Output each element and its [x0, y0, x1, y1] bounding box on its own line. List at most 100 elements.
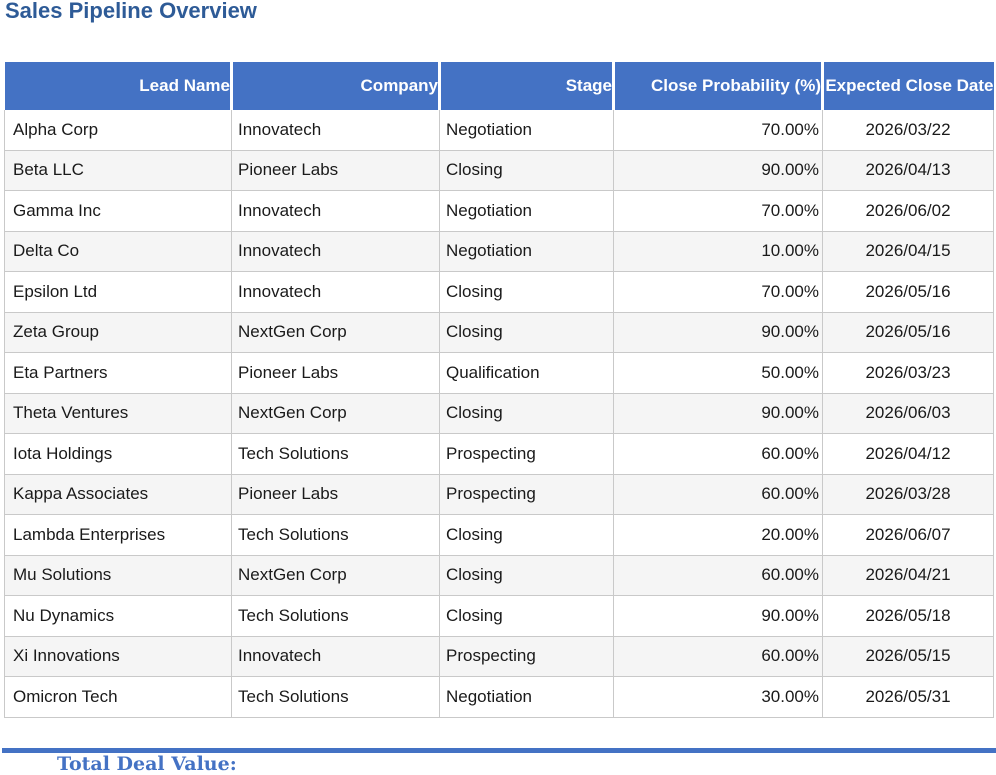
cell-close-probability: 20.00%: [613, 514, 823, 556]
cell-lead-name: Epsilon Ltd: [4, 271, 232, 313]
cell-close-probability: 90.00%: [613, 392, 823, 434]
cell-stage: Prospecting: [439, 473, 614, 515]
cell-expected-close-date: 2026/04/12: [822, 433, 994, 475]
table-row: Theta Ventures NextGen Corp Closing 90.0…: [4, 392, 994, 434]
cell-company: Tech Solutions: [231, 433, 440, 475]
cell-expected-close-date: 2026/05/15: [822, 635, 994, 677]
table-body: Alpha Corp Innovatech Negotiation 70.00%…: [4, 110, 994, 718]
cell-expected-close-date: 2026/06/07: [822, 514, 994, 556]
cell-close-probability: 10.00%: [613, 230, 823, 272]
cell-expected-close-date: 2026/04/13: [822, 149, 994, 191]
cell-close-probability: 90.00%: [613, 149, 823, 191]
cell-close-probability: 70.00%: [613, 110, 823, 151]
cell-company: Innovatech: [231, 110, 440, 151]
cell-close-probability: 70.00%: [613, 190, 823, 232]
cell-lead-name: Omicron Tech: [4, 676, 232, 718]
cell-close-probability: 60.00%: [613, 554, 823, 596]
table-row: Kappa Associates Pioneer Labs Prospectin…: [4, 473, 994, 515]
table-row: Xi Innovations Innovatech Prospecting 60…: [4, 635, 994, 677]
cell-close-probability: 60.00%: [613, 635, 823, 677]
cell-lead-name: Beta LLC: [4, 149, 232, 191]
cell-lead-name: Lambda Enterprises: [4, 514, 232, 556]
cell-stage: Closing: [439, 595, 614, 637]
cell-close-probability: 60.00%: [613, 433, 823, 475]
cell-stage: Prospecting: [439, 635, 614, 677]
cell-close-probability: 90.00%: [613, 595, 823, 637]
cell-close-probability: 50.00%: [613, 352, 823, 394]
table-row: Omicron Tech Tech Solutions Negotiation …: [4, 676, 994, 718]
cell-expected-close-date: 2026/03/22: [822, 110, 994, 151]
cell-company: NextGen Corp: [231, 554, 440, 596]
cell-stage: Qualification: [439, 352, 614, 394]
table-row: Mu Solutions NextGen Corp Closing 60.00%…: [4, 554, 994, 596]
cell-company: NextGen Corp: [231, 392, 440, 434]
cell-lead-name: Mu Solutions: [4, 554, 232, 596]
cell-company: Innovatech: [231, 271, 440, 313]
cell-lead-name: Theta Ventures: [4, 392, 232, 434]
cell-lead-name: Zeta Group: [4, 311, 232, 353]
cell-stage: Closing: [439, 554, 614, 596]
cell-expected-close-date: 2026/04/21: [822, 554, 994, 596]
cell-expected-close-date: 2026/05/16: [822, 271, 994, 313]
cell-stage: Closing: [439, 392, 614, 434]
cell-stage: Prospecting: [439, 433, 614, 475]
table-row: Alpha Corp Innovatech Negotiation 70.00%…: [4, 110, 994, 151]
table-row: Iota Holdings Tech Solutions Prospecting…: [4, 433, 994, 475]
cell-stage: Closing: [439, 514, 614, 556]
column-header-expected-close-date: Expected Close Date: [821, 62, 994, 110]
column-header-stage: Stage: [438, 62, 614, 110]
cell-close-probability: 70.00%: [613, 271, 823, 313]
sales-pipeline-table: Lead Name Company Stage Close Probabilit…: [4, 62, 994, 718]
cell-lead-name: Xi Innovations: [4, 635, 232, 677]
table-row: Lambda Enterprises Tech Solutions Closin…: [4, 514, 994, 556]
table-row: Nu Dynamics Tech Solutions Closing 90.00…: [4, 595, 994, 637]
cell-company: Pioneer Labs: [231, 149, 440, 191]
cell-lead-name: Iota Holdings: [4, 433, 232, 475]
cell-close-probability: 30.00%: [613, 676, 823, 718]
footer-divider-rule: [2, 748, 996, 753]
cell-lead-name: Nu Dynamics: [4, 595, 232, 637]
cell-stage: Closing: [439, 271, 614, 313]
cell-lead-name: Delta Co: [4, 230, 232, 272]
cell-expected-close-date: 2026/04/15: [822, 230, 994, 272]
cell-lead-name: Kappa Associates: [4, 473, 232, 515]
cell-company: Pioneer Labs: [231, 352, 440, 394]
cell-company: Tech Solutions: [231, 514, 440, 556]
table-row: Gamma Inc Innovatech Negotiation 70.00% …: [4, 190, 994, 232]
page-title: Sales Pipeline Overview: [5, 0, 257, 23]
cell-stage: Negotiation: [439, 230, 614, 272]
table-row: Eta Partners Pioneer Labs Qualification …: [4, 352, 994, 394]
cell-company: Tech Solutions: [231, 676, 440, 718]
cell-company: Innovatech: [231, 190, 440, 232]
table-header-row: Lead Name Company Stage Close Probabilit…: [4, 62, 994, 110]
cell-stage: Negotiation: [439, 676, 614, 718]
cell-expected-close-date: 2026/03/23: [822, 352, 994, 394]
cell-company: NextGen Corp: [231, 311, 440, 353]
table-row: Epsilon Ltd Innovatech Closing 70.00% 20…: [4, 271, 994, 313]
cell-close-probability: 90.00%: [613, 311, 823, 353]
cell-company: Tech Solutions: [231, 595, 440, 637]
cell-company: Innovatech: [231, 230, 440, 272]
cell-stage: Closing: [439, 149, 614, 191]
cell-lead-name: Gamma Inc: [4, 190, 232, 232]
cell-lead-name: Alpha Corp: [4, 110, 232, 151]
total-deal-value-label: Total Deal Value:: [57, 753, 237, 775]
cell-company: Innovatech: [231, 635, 440, 677]
cell-expected-close-date: 2026/05/31: [822, 676, 994, 718]
cell-stage: Closing: [439, 311, 614, 353]
table-row: Beta LLC Pioneer Labs Closing 90.00% 202…: [4, 149, 994, 191]
cell-expected-close-date: 2026/03/28: [822, 473, 994, 515]
column-header-company: Company: [230, 62, 440, 110]
cell-close-probability: 60.00%: [613, 473, 823, 515]
table-row: Zeta Group NextGen Corp Closing 90.00% 2…: [4, 311, 994, 353]
cell-expected-close-date: 2026/05/16: [822, 311, 994, 353]
cell-stage: Negotiation: [439, 190, 614, 232]
cell-lead-name: Eta Partners: [4, 352, 232, 394]
cell-company: Pioneer Labs: [231, 473, 440, 515]
cell-stage: Negotiation: [439, 110, 614, 151]
column-header-lead-name: Lead Name: [4, 62, 232, 110]
table-row: Delta Co Innovatech Negotiation 10.00% 2…: [4, 230, 994, 272]
cell-expected-close-date: 2026/05/18: [822, 595, 994, 637]
cell-expected-close-date: 2026/06/03: [822, 392, 994, 434]
cell-expected-close-date: 2026/06/02: [822, 190, 994, 232]
